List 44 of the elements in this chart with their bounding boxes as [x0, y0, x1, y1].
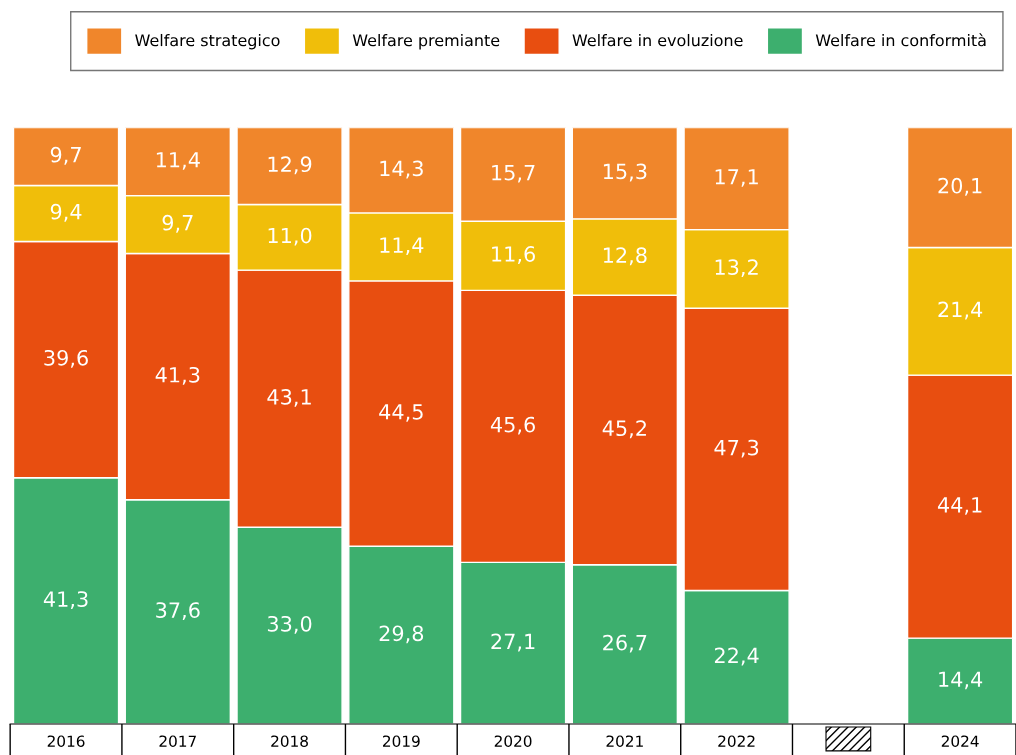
data-label: 21,4 — [938, 301, 983, 320]
data-label: 33,0 — [267, 615, 312, 634]
data-label: 14,4 — [939, 671, 983, 690]
data-label: 11,0 — [268, 227, 312, 246]
data-label: 45,2 — [602, 420, 646, 439]
data-label: 14,3 — [380, 160, 423, 179]
data-label: 9,7 — [162, 214, 193, 233]
legend-label: Welfare premiante — [352, 33, 500, 50]
legend-label: Welfare strategico — [135, 33, 280, 50]
data-label: 39,6 — [44, 349, 88, 368]
data-label: 11,4 — [380, 237, 424, 256]
data-label: 41,3 — [43, 591, 88, 610]
data-label: 13,2 — [715, 259, 758, 278]
data-label: 17,1 — [715, 169, 758, 187]
data-label: 37,6 — [156, 602, 200, 621]
data-label: 29,8 — [379, 625, 424, 644]
data-label: 41,3 — [155, 366, 200, 385]
x-tick-label: 2021 — [606, 735, 643, 747]
x-tick-label: 2022 — [718, 735, 755, 747]
x-tick-label: 2020 — [494, 735, 532, 747]
x-tick-label: 2016 — [47, 735, 85, 747]
data-label: 26,7 — [603, 634, 647, 653]
data-label: 15,3 — [603, 163, 647, 182]
x-tick-label: 2017 — [159, 735, 196, 747]
legend-label: Welfare in evoluzione — [572, 33, 743, 47]
data-label: 9,4 — [50, 203, 82, 222]
data-label: 45,6 — [490, 416, 535, 435]
data-label: 43,1 — [267, 388, 311, 407]
data-label: 9,7 — [50, 146, 81, 165]
data-label: 12,8 — [603, 247, 647, 266]
data-label: 11,4 — [156, 152, 200, 170]
x-tick-label: 2019 — [383, 735, 420, 747]
data-label: 44,5 — [379, 404, 423, 422]
data-label: 47,3 — [714, 439, 759, 458]
data-label: 44,1 — [937, 497, 982, 515]
data-label: 27,1 — [491, 633, 535, 652]
data-label: 12,9 — [268, 156, 312, 175]
legend-label: Welfare in conformità — [815, 33, 986, 47]
x-tick-label: 2018 — [271, 735, 308, 747]
data-label: 20,1 — [938, 177, 982, 196]
data-label: 22,4 — [714, 647, 759, 666]
data-label: 11,6 — [492, 246, 535, 264]
x-tick-label: 2024 — [941, 735, 979, 747]
data-label: 15,7 — [492, 164, 535, 183]
